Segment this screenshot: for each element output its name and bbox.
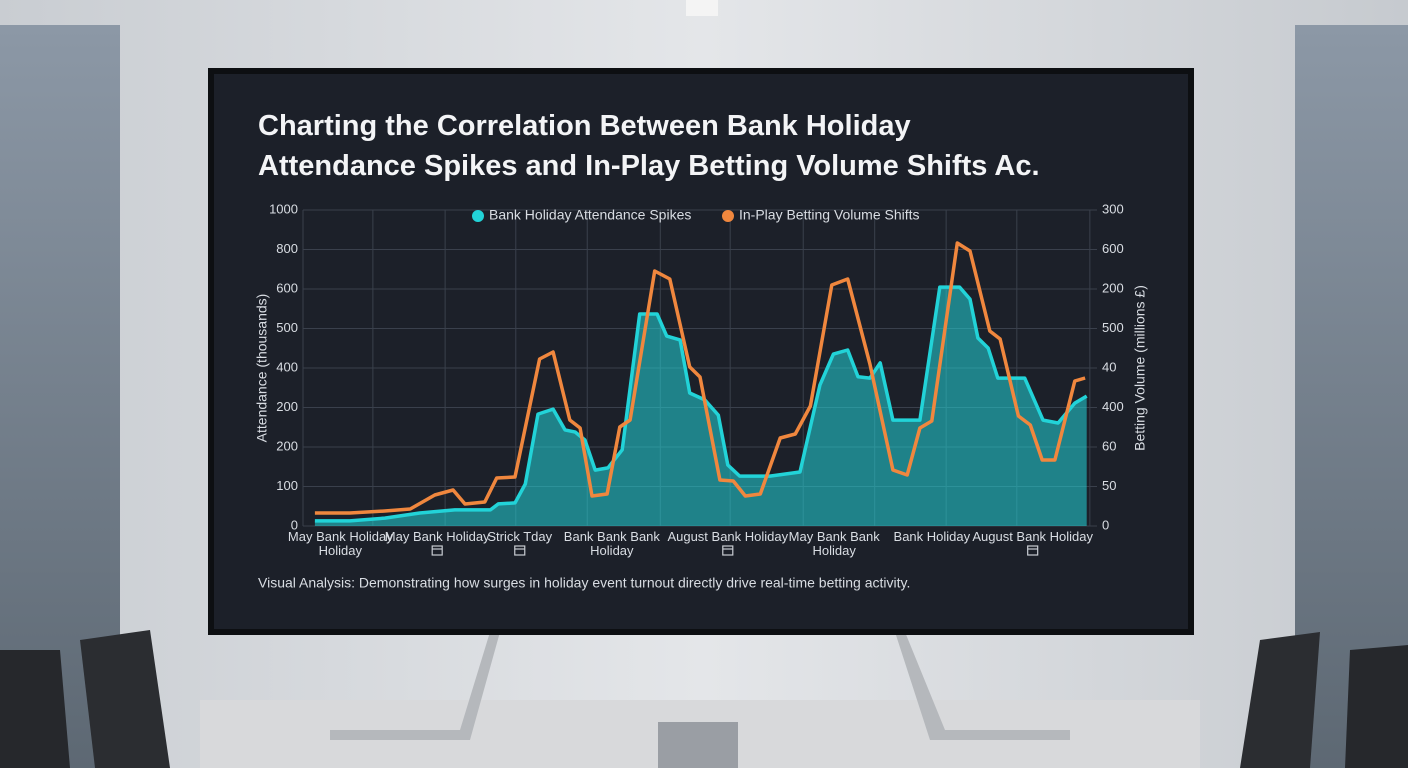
- y2-tick-label: 500: [1102, 320, 1124, 335]
- y-tick-label: 100: [276, 478, 298, 493]
- x-tick-label: Bank Holiday: [894, 529, 971, 544]
- y2-tick-label: 40: [1102, 359, 1116, 374]
- y-tick-label: 400: [276, 359, 298, 374]
- x-tick-label: Bank Bank Bank Holiday: [564, 529, 661, 558]
- chair: [1345, 645, 1408, 768]
- legend-label: Bank Holiday Attendance Spikes: [489, 207, 691, 223]
- legend-marker: [472, 210, 484, 222]
- ceiling-light: [686, 0, 718, 16]
- y-tick-label: 600: [276, 280, 298, 295]
- chart-title: Charting the Correlation Between Bank Ho…: [258, 110, 1040, 182]
- y2-tick-label: 0: [1102, 517, 1109, 532]
- legend-label: In-Play Betting Volume Shifts: [739, 207, 920, 223]
- y2-tick-label: 60: [1102, 438, 1116, 453]
- x-tick-label: Strick Tday: [487, 529, 552, 544]
- y-axis-label: Attendance (thousands): [254, 294, 270, 443]
- calendar-icon: [1027, 545, 1039, 556]
- x-tick-label: May Bank Holiday: [385, 529, 490, 544]
- x-tick-label: May Bank Bank Holiday: [789, 529, 881, 558]
- line: [314, 241, 1086, 515]
- chair: [80, 630, 170, 768]
- plot: 0 100 200 200 400 500 600 800 1000 0 50 60 400 40 500 2…: [269, 201, 1124, 558]
- y2-tick-label: 300: [1102, 201, 1124, 216]
- calendar-icon: [431, 545, 443, 556]
- chair: [0, 650, 70, 768]
- y-tick-label: 500: [276, 320, 298, 335]
- y-tick-label: 200: [276, 438, 298, 453]
- stand: [658, 722, 738, 768]
- x-tick-label: August Bank Holiday: [972, 529, 1093, 544]
- screen: [214, 74, 1188, 629]
- legend-marker: [722, 210, 734, 222]
- y-tick-label: 800: [276, 241, 298, 256]
- x-tick-label: May Bank Holiday Holiday: [288, 529, 393, 558]
- y-tick-label: 0: [291, 517, 298, 532]
- line: [314, 285, 1088, 523]
- y2-tick-label: 50: [1102, 478, 1116, 493]
- calendar-icon: [722, 545, 734, 556]
- y-tick-label: 1000: [269, 201, 298, 216]
- y2-tick-label: 400: [1102, 399, 1124, 414]
- chair: [1240, 632, 1320, 768]
- y2-tick-label: 200: [1102, 280, 1124, 295]
- calendar-icon: [514, 545, 526, 556]
- caption: Visual Analysis: Demonstrating how surge…: [258, 575, 910, 591]
- y2-tick-label: 600: [1102, 241, 1124, 256]
- y-tick-label: 200: [276, 399, 298, 414]
- x-tick-label: August Bank Holiday: [667, 529, 788, 544]
- y2-axis-label: Betting Volume (millions £): [1132, 285, 1148, 451]
